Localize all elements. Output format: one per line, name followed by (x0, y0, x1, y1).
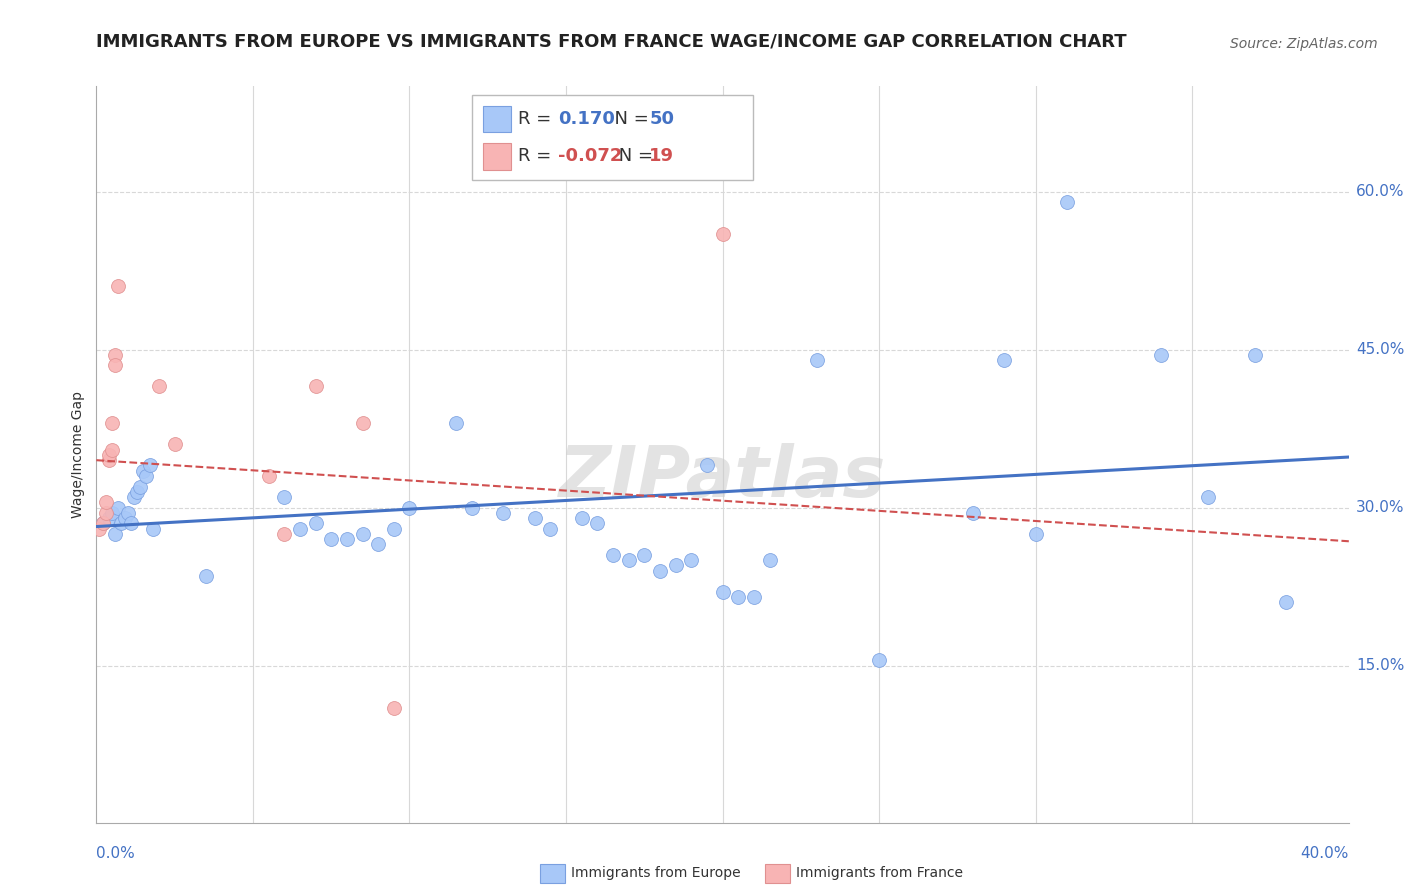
Text: 0.170: 0.170 (558, 110, 614, 128)
Point (110, 516, 132, 531)
Point (617, 553, 640, 567)
Point (1025, 527, 1047, 541)
Point (107, 279, 129, 293)
Point (107, 500, 129, 515)
Point (602, 548, 624, 562)
Point (446, 417, 468, 431)
Point (129, 479, 152, 493)
Point (194, 569, 217, 583)
Point (101, 506, 124, 520)
Point (94, 506, 117, 520)
Text: Source: ZipAtlas.com: Source: ZipAtlas.com (1230, 37, 1378, 51)
Text: N =: N = (603, 110, 654, 128)
Point (382, 522, 405, 536)
Point (120, 516, 142, 531)
Point (91, 516, 114, 531)
Point (1150, 348, 1173, 362)
Text: 30.0%: 30.0% (1355, 500, 1405, 515)
Point (993, 353, 1015, 368)
Point (288, 522, 311, 536)
Point (321, 532, 343, 546)
Point (868, 653, 890, 667)
Point (97, 511, 120, 525)
Point (711, 227, 734, 241)
Text: -0.072: -0.072 (558, 147, 623, 165)
Point (97, 448, 120, 462)
Point (97, 453, 120, 467)
Text: N =: N = (613, 147, 658, 165)
Point (538, 522, 561, 536)
Point (681, 553, 703, 567)
Point (138, 458, 160, 473)
Point (1275, 595, 1298, 609)
Point (352, 527, 374, 541)
Point (461, 500, 484, 515)
Point (586, 516, 609, 531)
Point (1197, 490, 1219, 504)
Point (132, 464, 155, 478)
Point (114, 511, 136, 525)
Point (135, 469, 157, 483)
Point (94, 495, 117, 509)
Point (122, 490, 145, 504)
Point (125, 484, 148, 499)
Text: IMMIGRANTS FROM EUROPE VS IMMIGRANTS FROM FRANCE WAGE/INCOME GAP CORRELATION CHA: IMMIGRANTS FROM EUROPE VS IMMIGRANTS FRO… (97, 33, 1128, 51)
Text: 15.0%: 15.0% (1355, 658, 1405, 673)
Point (142, 522, 165, 536)
Text: 60.0%: 60.0% (1355, 184, 1405, 199)
Point (1244, 348, 1267, 362)
Point (648, 564, 671, 578)
Text: Immigrants from France: Immigrants from France (796, 865, 963, 880)
Point (382, 700, 405, 714)
Text: 45.0%: 45.0% (1355, 343, 1405, 357)
Point (727, 590, 749, 604)
Point (742, 590, 765, 604)
Text: R =: R = (519, 147, 558, 165)
Point (91, 516, 114, 531)
Point (104, 527, 127, 541)
Text: R =: R = (519, 110, 558, 128)
Text: 50: 50 (650, 110, 675, 128)
Point (367, 537, 389, 551)
Point (571, 511, 593, 525)
Point (492, 506, 515, 520)
Point (962, 506, 984, 520)
Point (336, 532, 359, 546)
Point (352, 417, 374, 431)
Point (398, 500, 420, 515)
Point (117, 506, 139, 520)
Point (633, 548, 655, 562)
Y-axis label: Wage/Income Gap: Wage/Income Gap (72, 392, 86, 518)
Text: 0.0%: 0.0% (97, 846, 135, 861)
Point (665, 558, 688, 573)
Point (89, 522, 111, 536)
Text: Immigrants from Europe: Immigrants from Europe (571, 865, 741, 880)
Point (148, 379, 170, 393)
Point (104, 359, 127, 373)
Point (273, 527, 295, 541)
Point (696, 458, 718, 473)
Point (101, 442, 124, 457)
Point (806, 353, 828, 368)
Point (1056, 195, 1078, 210)
Point (711, 584, 734, 599)
Point (523, 511, 546, 525)
Point (273, 490, 295, 504)
Point (304, 379, 326, 393)
Point (163, 437, 186, 451)
Text: ZIPatlas: ZIPatlas (560, 442, 886, 511)
Point (758, 553, 780, 567)
Point (104, 348, 127, 362)
Text: 19: 19 (650, 147, 675, 165)
Text: 40.0%: 40.0% (1301, 846, 1348, 861)
Point (304, 516, 326, 531)
Point (257, 469, 280, 483)
Point (101, 417, 124, 431)
